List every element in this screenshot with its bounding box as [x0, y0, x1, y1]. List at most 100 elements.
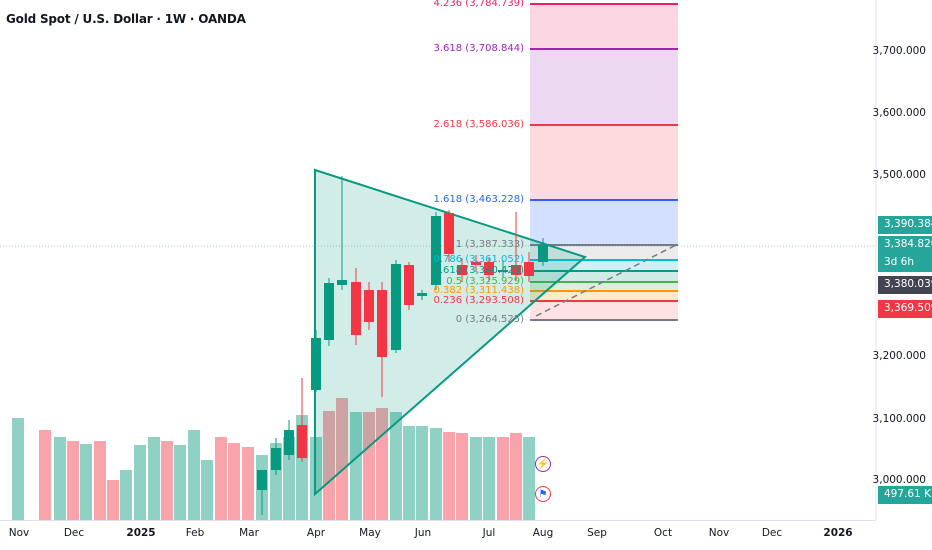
volume-bar [242, 447, 254, 520]
volume-bar [54, 437, 66, 520]
time-tick: Nov [8, 527, 30, 539]
volume-bar [403, 426, 415, 520]
price-tick: 3,100.000 [872, 413, 926, 425]
volume-bar [94, 441, 106, 520]
fib-level-label: 1.618 (3,463.228) [433, 194, 524, 205]
low-price-tag: 3,369.509 [878, 300, 932, 318]
volume-bar [283, 437, 295, 520]
time-tick: Jul [482, 527, 496, 539]
volume-bar [416, 426, 428, 520]
fib-level-label: 0.382 (3,311.438) [433, 285, 524, 296]
fib-level-label: 0.5 (3,325.929) [446, 276, 524, 287]
candle-body [391, 264, 401, 350]
volume-bar [350, 412, 362, 520]
us-flag-icon[interactable]: ⚑ [535, 486, 551, 502]
candle-body [284, 430, 294, 455]
fib-trend-line [535, 243, 679, 317]
fib-level-label: 1 (3,387.333) [455, 239, 524, 250]
time-tick: Dec [63, 527, 85, 539]
volume-bar [363, 412, 375, 520]
time-tick: Apr [306, 527, 326, 539]
volume-bar [390, 412, 402, 520]
volume-bar [376, 408, 388, 520]
time-tick: Aug [532, 527, 554, 539]
candle-body [444, 213, 454, 254]
volume-bar [228, 443, 240, 520]
candle-body [257, 470, 267, 490]
volume-bar [174, 445, 186, 520]
last-price-tag: 3,390.384 [878, 216, 932, 234]
volume-bar [148, 437, 160, 520]
volume-bar [107, 480, 119, 520]
volume-bar [201, 460, 213, 520]
fib-zone [530, 245, 678, 260]
volume-bar [456, 433, 468, 520]
candle-body [337, 280, 347, 285]
lightning-icon[interactable]: ⚡ [535, 456, 551, 472]
candle-body [484, 262, 494, 275]
candle-body [271, 448, 281, 470]
time-scale[interactable]: Nov Dec 2025 Feb Mar Apr May Jun Jul Aug… [0, 520, 876, 550]
candle-body [511, 265, 521, 275]
fib-zone [530, 125, 678, 200]
fib-level-label: 2.618 (3,586.036) [433, 119, 524, 130]
time-tick: Oct [653, 527, 673, 539]
volume-bar [188, 430, 200, 520]
volume-tag: 497.61 K [878, 486, 932, 504]
candle-body [351, 282, 361, 335]
fib-level-label: 0.618 (3,340.423) [433, 265, 524, 276]
volume-bar [323, 411, 335, 520]
candle-body [457, 265, 467, 275]
time-tick: Jun [414, 527, 432, 539]
fib-zone [530, 49, 678, 125]
candle-body [471, 262, 481, 265]
fib-zone [530, 301, 678, 320]
volume-bar [12, 418, 24, 520]
time-tick: Feb [185, 527, 205, 539]
volume-bar [215, 437, 227, 520]
candle-body [377, 290, 387, 357]
candle-body [524, 262, 534, 276]
fib-level-label: 4.236 (3,784.739) [433, 0, 524, 9]
fib-zone [530, 4, 678, 49]
volume-bar [336, 398, 348, 520]
volume-bar [523, 437, 535, 520]
time-tick: Mar [239, 527, 259, 539]
candle-body [364, 290, 374, 322]
fib-zone [530, 260, 678, 271]
volume-bar [80, 444, 92, 520]
time-tick: May [359, 527, 381, 539]
time-tick: Sep [587, 527, 607, 539]
symbol-title[interactable]: Gold Spot / U.S. Dollar · 1W · OANDA [6, 12, 246, 26]
volume-bar [443, 432, 455, 520]
volume-bar [120, 470, 132, 520]
fib-zone [530, 271, 678, 282]
volume-bar [134, 445, 146, 520]
candle-body [431, 216, 441, 285]
candle-body [498, 270, 508, 272]
candle-body [538, 245, 548, 262]
fib-level-label: 0 (3,264.525) [455, 314, 524, 325]
price-tick: 3,200.000 [872, 350, 926, 362]
time-tick: 2026 [823, 527, 853, 539]
volume-bar [430, 428, 442, 520]
time-tick: Dec [761, 527, 783, 539]
fib-zone [530, 291, 678, 301]
price-tick: 3,500.000 [872, 169, 926, 181]
volume-bar [67, 441, 79, 520]
candle-body [404, 265, 414, 305]
price-scale[interactable]: 3,700.000 3,600.000 3,500.000 3,200.000 … [872, 0, 932, 520]
candle-body [324, 283, 334, 340]
fib-level-label: 3.618 (3,708.844) [433, 43, 524, 54]
volume-bar [470, 437, 482, 520]
candle-body [311, 338, 321, 390]
close-price-tag: 3,384.820 [878, 236, 932, 254]
fib-zone [530, 282, 678, 291]
price-tick: 3,700.000 [872, 45, 926, 57]
volume-bar [161, 441, 173, 520]
volume-bar [39, 430, 51, 520]
volume-bar [510, 433, 522, 520]
candle-body [417, 293, 427, 296]
